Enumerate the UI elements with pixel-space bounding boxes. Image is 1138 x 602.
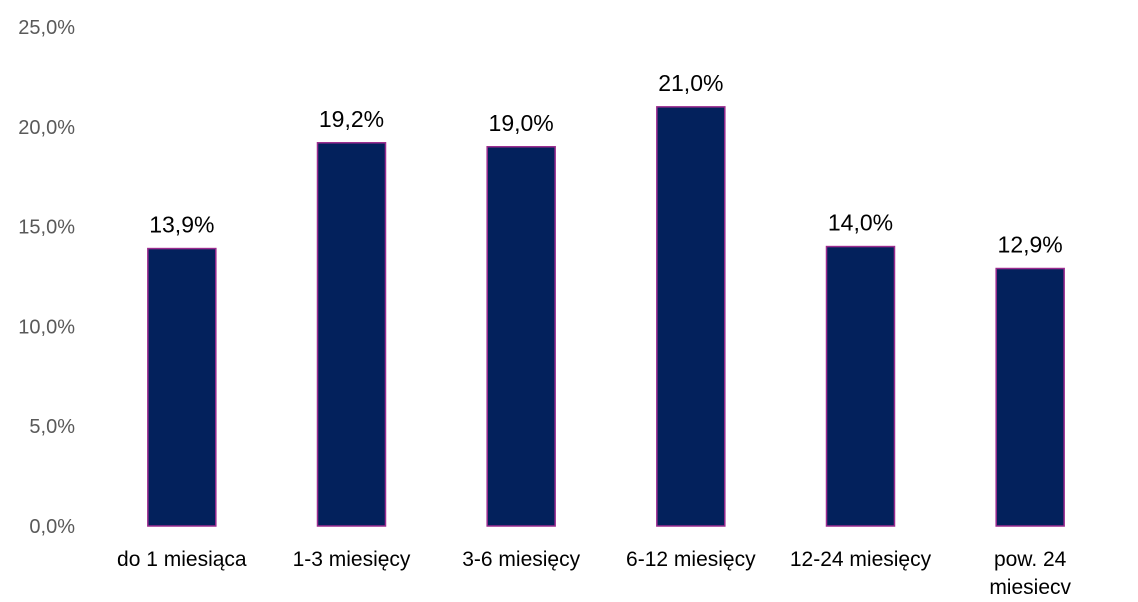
x-tick-line: 1-3 miesięcy bbox=[293, 548, 411, 571]
x-tick-line: pow. 24 bbox=[994, 548, 1067, 571]
x-tick-label: 3-6 miesięcy bbox=[462, 548, 580, 571]
y-axis: 0,0% 5,0% 10,0% 15,0% 20,0% 25,0% bbox=[18, 17, 75, 538]
bar bbox=[995, 267, 1065, 527]
data-label: 19,0% bbox=[489, 110, 554, 136]
bar bbox=[147, 247, 217, 527]
data-label: 12,9% bbox=[998, 232, 1063, 258]
x-tick-line: 12-24 miesięcy bbox=[790, 548, 932, 571]
x-tick-line: miesiecv bbox=[989, 576, 1071, 599]
x-tick-label: 1-3 miesięcy bbox=[293, 548, 411, 571]
y-tick-label: 0,0% bbox=[29, 516, 75, 538]
x-tick-label: 6-12 miesięcy bbox=[626, 548, 756, 571]
data-label: 14,0% bbox=[828, 210, 893, 236]
data-label: 21,0% bbox=[658, 70, 723, 96]
y-tick-label: 15,0% bbox=[18, 217, 75, 239]
bar bbox=[656, 106, 726, 527]
x-tick-label: 12-24 miesięcy bbox=[790, 548, 932, 571]
x-tick-label: do 1 miesiąca bbox=[117, 548, 247, 571]
bar bbox=[316, 142, 387, 527]
data-label: 19,2% bbox=[319, 106, 384, 132]
x-axis: do 1 miesiąca 1-3 miesięcy 3-6 miesięcy 6-1… bbox=[117, 548, 1071, 599]
bar bbox=[825, 245, 896, 527]
y-tick-label: 10,0% bbox=[18, 316, 75, 338]
x-tick-line: do 1 miesiąca bbox=[117, 548, 247, 571]
y-tick-label: 25,0% bbox=[18, 17, 75, 39]
bar bbox=[486, 146, 556, 527]
y-tick-label: 5,0% bbox=[29, 416, 75, 438]
data-labels: 13,9% 19,2% 19,0% 21,0% 14,0% 12,9% bbox=[149, 70, 1063, 258]
bars bbox=[147, 106, 1065, 527]
data-label: 13,9% bbox=[149, 212, 214, 238]
x-tick-label: pow. 24 miesiecv bbox=[989, 548, 1071, 599]
x-tick-line: 6-12 miesięcy bbox=[626, 548, 756, 571]
x-tick-line: 3-6 miesięcy bbox=[462, 548, 580, 571]
y-tick-label: 20,0% bbox=[18, 117, 75, 139]
